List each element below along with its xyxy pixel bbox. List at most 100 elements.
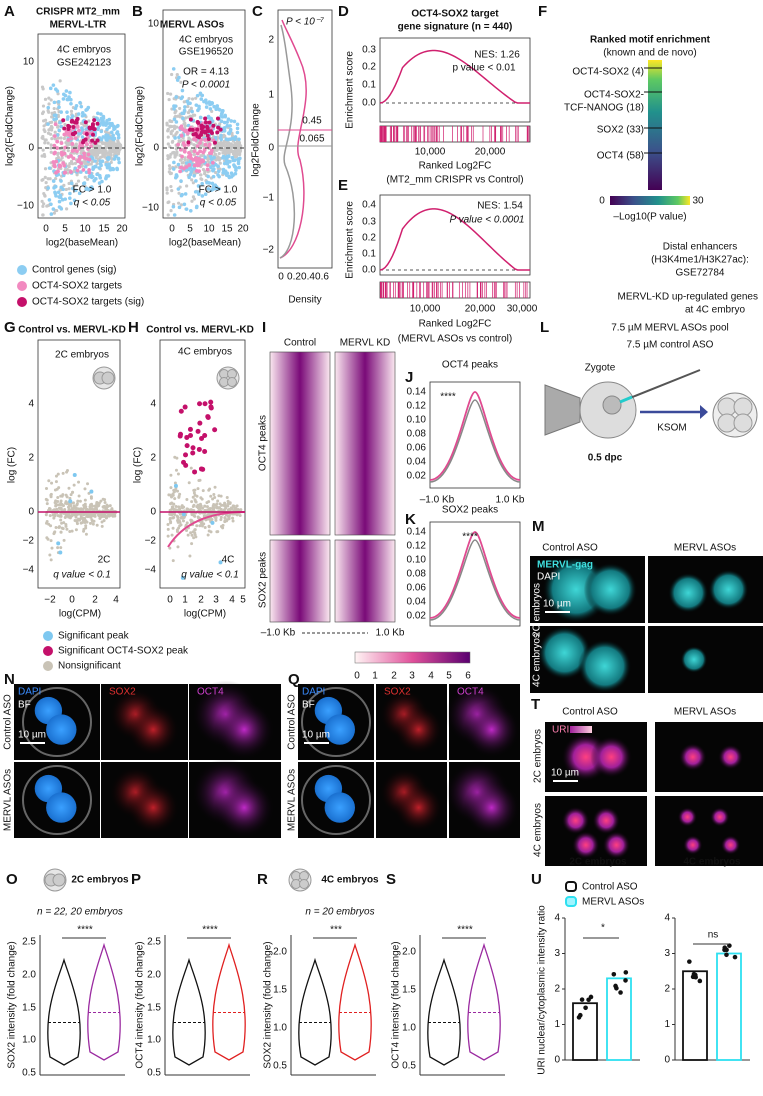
point [82, 151, 87, 156]
point [43, 631, 53, 641]
signal [678, 743, 707, 771]
point [47, 110, 51, 114]
y-tick-label: 2.0 [22, 970, 36, 981]
panel-label: S [386, 871, 396, 888]
label: * [601, 923, 605, 934]
point [169, 171, 173, 175]
point [217, 506, 221, 510]
point [687, 959, 692, 964]
point [69, 181, 74, 186]
point [203, 525, 207, 529]
point [83, 487, 87, 491]
point [59, 530, 63, 534]
point [64, 524, 68, 528]
point [207, 120, 212, 125]
label: MERVL ASOs [3, 769, 14, 831]
point [227, 165, 232, 169]
point [78, 499, 82, 503]
point [166, 213, 170, 217]
point [167, 164, 172, 168]
signal [463, 779, 520, 836]
label: P value < 0.0001 [450, 215, 525, 226]
point [58, 550, 63, 555]
axes [429, 381, 521, 489]
point [80, 135, 85, 139]
point [67, 486, 71, 490]
point [43, 646, 53, 656]
point [210, 520, 215, 525]
y-tick-label: 1.0 [273, 1023, 287, 1034]
point [199, 173, 203, 177]
point [84, 170, 89, 175]
point [62, 132, 67, 137]
y-tick-label: 1.5 [147, 1003, 161, 1014]
point [219, 111, 224, 116]
point [98, 175, 103, 180]
point [191, 505, 195, 509]
point [95, 502, 99, 506]
point [45, 487, 49, 491]
point [42, 119, 46, 123]
point [727, 943, 732, 948]
point [84, 532, 88, 536]
point [43, 97, 48, 101]
violin [467, 942, 501, 1061]
point [174, 120, 179, 124]
panel-label: N [4, 671, 15, 688]
point [191, 181, 195, 185]
panel-label: F [538, 3, 547, 20]
point [170, 189, 174, 193]
point [79, 170, 83, 174]
point [69, 101, 73, 106]
point [93, 149, 97, 153]
point [194, 205, 199, 210]
point [171, 492, 175, 496]
point [186, 104, 190, 109]
point [76, 112, 81, 116]
point [58, 120, 62, 125]
point [102, 504, 106, 508]
legend-label: MERVL ASOs [582, 897, 644, 908]
label: FC > 1.0 [199, 185, 238, 196]
label: log (FC) [133, 447, 144, 483]
point [215, 104, 220, 108]
point [87, 514, 91, 518]
point [203, 142, 208, 147]
x-tick-label: 0 [167, 595, 173, 606]
point [97, 181, 102, 185]
point [41, 204, 45, 208]
point [223, 504, 227, 508]
point [45, 502, 49, 506]
point [206, 187, 211, 191]
profile [429, 531, 521, 619]
point [52, 211, 56, 215]
bar [606, 977, 632, 1061]
point [56, 136, 61, 140]
point [169, 486, 173, 490]
label: Enrichment score [345, 51, 356, 129]
label: 0 [599, 196, 605, 207]
point [172, 488, 176, 492]
point [173, 481, 177, 485]
signal [577, 639, 632, 693]
label: 10 µm [18, 730, 46, 741]
label: SOX2 intensity (fold change) [7, 941, 18, 1068]
label: SOX2 peaks [442, 505, 498, 516]
point [173, 483, 178, 488]
point [191, 167, 195, 171]
point [56, 546, 60, 550]
point [59, 124, 64, 129]
signal [213, 777, 275, 838]
point [97, 166, 101, 170]
signal [583, 562, 638, 617]
point [194, 156, 198, 160]
point [174, 95, 179, 99]
point [74, 528, 78, 532]
label: 0.065 [299, 134, 324, 145]
point [187, 481, 191, 485]
point [88, 187, 93, 191]
point [49, 143, 53, 147]
point [211, 123, 216, 128]
point [174, 173, 179, 177]
point [75, 522, 79, 526]
